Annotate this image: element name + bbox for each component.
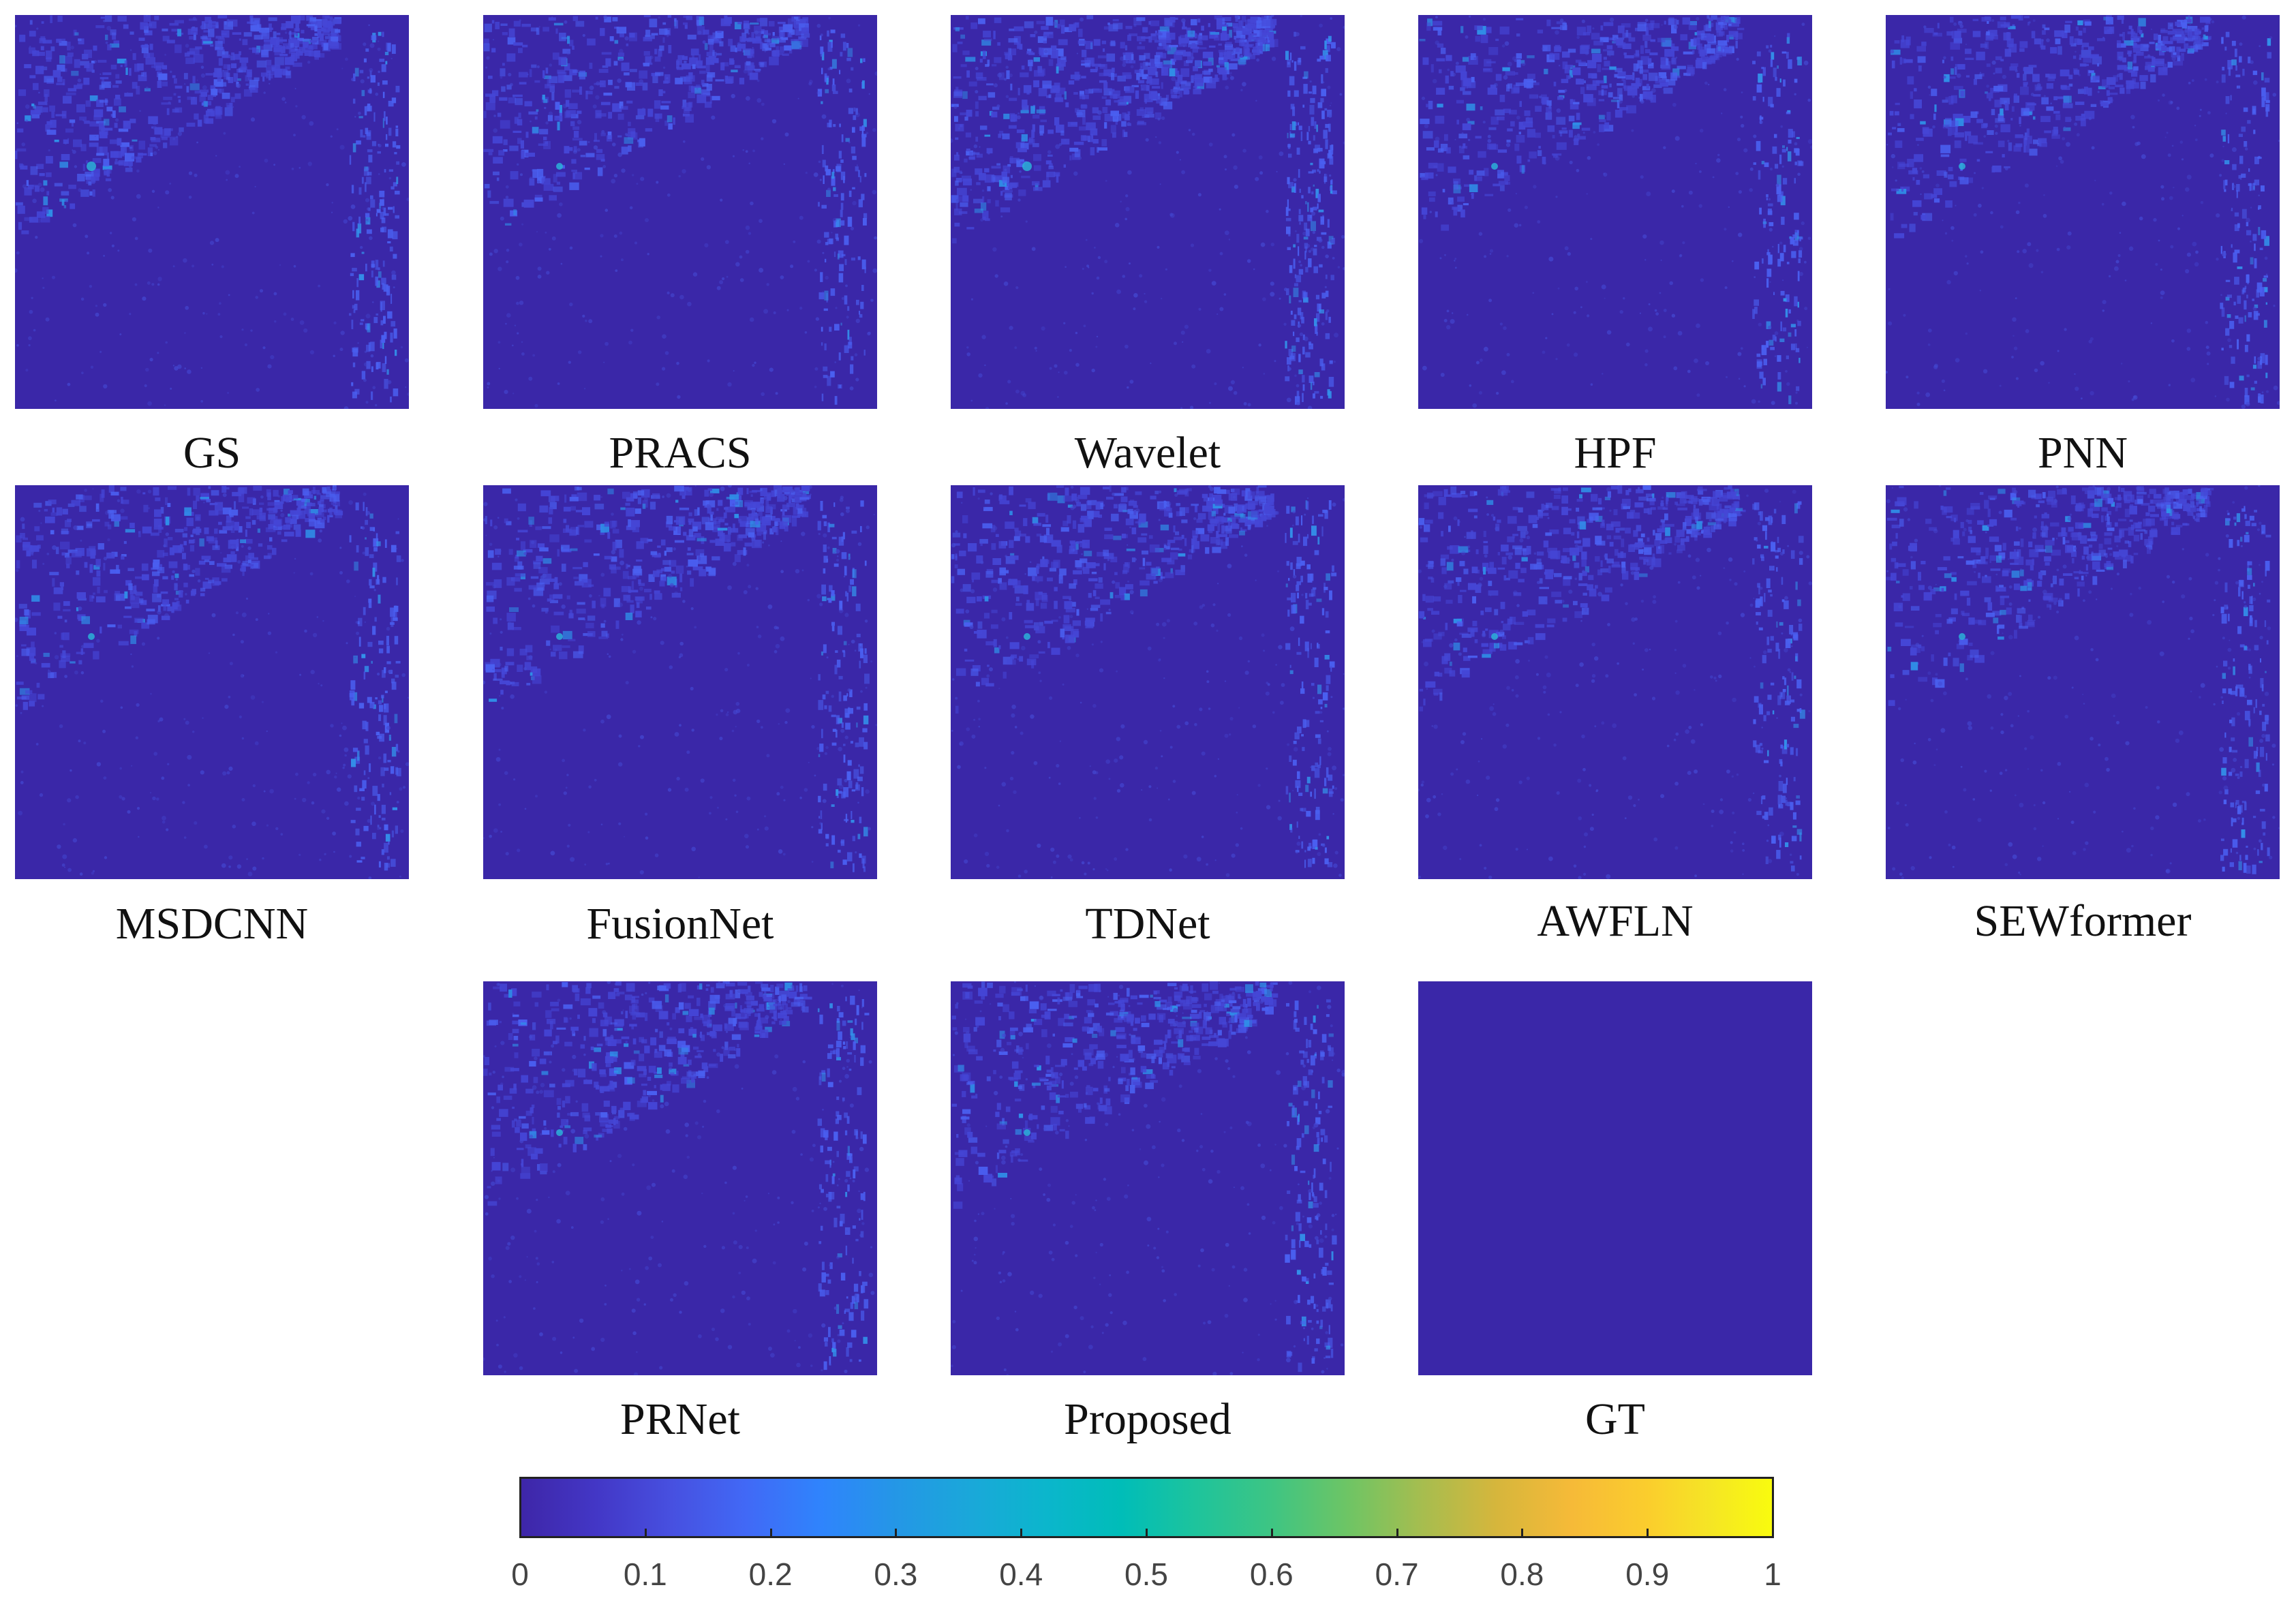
colorbar-tick-mark — [895, 1529, 898, 1538]
colorbar-tick-mark — [1396, 1529, 1398, 1538]
error-texture — [483, 485, 877, 878]
colorbar-tick-label: 0.3 — [874, 1557, 918, 1592]
colorbar-tick-mark — [644, 1529, 647, 1538]
colorbar — [519, 1477, 1774, 1538]
caption-pracs: PRACS — [609, 428, 752, 478]
error-texture — [951, 485, 1345, 878]
error-texture — [15, 485, 409, 879]
colorbar-tick-label: 0.8 — [1500, 1557, 1544, 1592]
caption-gs: GS — [183, 428, 241, 478]
colorbar-tick-mark — [519, 1529, 521, 1538]
error-map-pracs — [483, 15, 877, 409]
error-map-gt — [1418, 981, 1812, 1375]
error-map-proposed — [951, 981, 1345, 1375]
colorbar-tick-label: 0.7 — [1375, 1557, 1419, 1592]
caption-hpf: HPF — [1574, 428, 1657, 478]
colorbar-tick-label: 0.2 — [748, 1557, 793, 1592]
colorbar-tick-mark — [1647, 1529, 1649, 1538]
colorbar-tick-mark — [1521, 1529, 1524, 1538]
colorbar-tick-mark — [1146, 1529, 1148, 1538]
error-map-pnn — [1886, 15, 2280, 409]
error-map-fusionnet — [483, 485, 877, 879]
error-texture — [951, 15, 1345, 409]
colorbar-tick-mark — [1020, 1529, 1023, 1538]
error-texture — [483, 981, 875, 1375]
error-map-tdnet — [951, 485, 1345, 879]
error-map-prnet — [483, 981, 877, 1375]
colorbar-tick-label: 0 — [511, 1557, 529, 1592]
error-map-msdcnn — [15, 485, 409, 879]
error-map-awfln — [1418, 485, 1812, 879]
error-texture — [951, 981, 1345, 1375]
error-texture — [1419, 15, 1812, 408]
colorbar-tick-label: 0.4 — [999, 1557, 1043, 1592]
caption-sewformer: SEWformer — [1974, 896, 2192, 946]
colorbar-tick-label: 0.9 — [1625, 1557, 1670, 1592]
caption-prnet: PRNet — [619, 1394, 741, 1444]
error-map-gs — [15, 15, 409, 409]
colorbar-tick-mark — [1772, 1529, 1774, 1538]
colorbar-tick-label: 0.5 — [1124, 1557, 1168, 1592]
error-map-wavelet — [951, 15, 1345, 409]
caption-gt: GT — [1585, 1394, 1645, 1444]
caption-proposed: Proposed — [1064, 1394, 1231, 1444]
colorbar-tick-mark — [769, 1529, 772, 1538]
caption-awfln: AWFLN — [1537, 896, 1694, 946]
error-texture — [1418, 485, 1812, 879]
error-texture — [483, 15, 877, 408]
colorbar-tick-mark — [1270, 1529, 1273, 1538]
error-texture — [1886, 485, 2280, 879]
caption-pnn: PNN — [2037, 428, 2128, 478]
colorbar-tick-label: 1 — [1764, 1557, 1781, 1592]
colorbar-tick-label: 0.1 — [623, 1557, 667, 1592]
colorbar-tick-label: 0.6 — [1249, 1557, 1294, 1592]
caption-wavelet: Wavelet — [1074, 428, 1221, 478]
error-texture — [1886, 15, 2280, 409]
error-texture — [15, 15, 409, 409]
caption-fusionnet: FusionNet — [586, 899, 774, 949]
error-map-sewformer — [1886, 485, 2280, 879]
caption-msdcnn: MSDCNN — [115, 899, 309, 949]
caption-tdnet: TDNet — [1085, 899, 1210, 949]
error-map-hpf — [1418, 15, 1812, 409]
